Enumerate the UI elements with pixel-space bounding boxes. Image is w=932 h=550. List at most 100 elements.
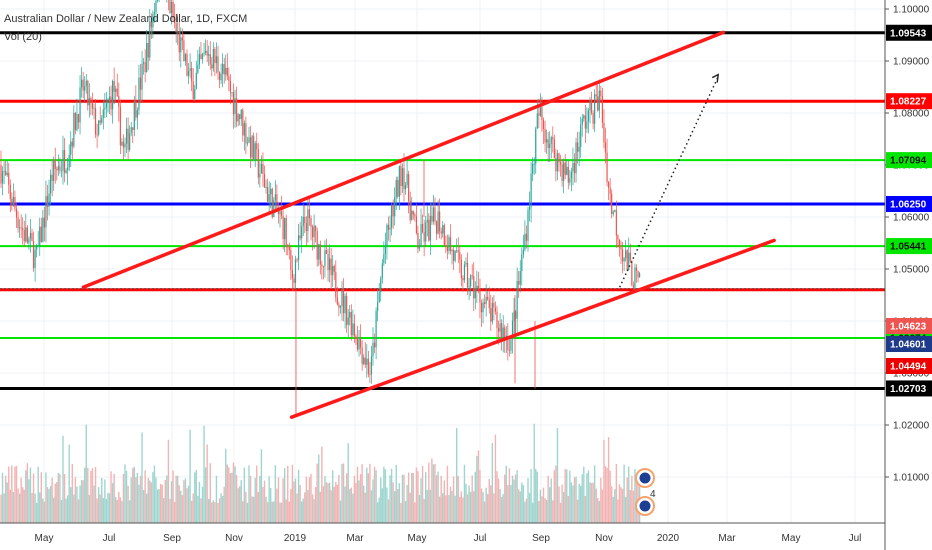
volume-bar [592, 482, 594, 523]
volume-bar [572, 485, 574, 523]
volume-bar [545, 499, 548, 523]
candle-body [248, 137, 250, 143]
candle-body [612, 211, 614, 214]
candle-body [515, 311, 517, 319]
candle-body [116, 88, 118, 97]
candle-body [186, 54, 188, 76]
volume-bar [1, 472, 4, 523]
y-tick-label: 1.01000 [893, 473, 930, 484]
candle-body [132, 127, 134, 130]
volume-bar [487, 493, 489, 523]
volume-bar [580, 485, 582, 523]
horizontal-levels[interactable] [0, 31, 885, 390]
volume-bar [23, 489, 25, 523]
volume-bar [369, 463, 371, 523]
event-icons[interactable]: 4 [635, 468, 656, 516]
candle-body [112, 81, 114, 110]
candle-body [623, 258, 625, 262]
candle-body [177, 31, 179, 33]
volume-bar [483, 501, 486, 523]
trend-channels[interactable] [81, 30, 776, 419]
candle-body [201, 54, 204, 60]
candle-body [352, 323, 354, 336]
candle-body [428, 219, 430, 241]
volume-bar [417, 471, 419, 523]
volume-bar [235, 475, 238, 523]
candle-body [621, 249, 624, 262]
candle-body [259, 173, 261, 178]
price-axis[interactable]: 1.010001.020001.030001.040001.050001.060… [884, 0, 930, 550]
candle-body [200, 54, 202, 60]
price-label-box [886, 93, 932, 110]
candle-body [532, 163, 534, 174]
candle-body [42, 217, 44, 242]
volume-bar [576, 499, 579, 523]
candle-body [558, 153, 560, 163]
candle-body [319, 244, 321, 265]
candle-body [566, 166, 568, 175]
volume-bar [167, 439, 170, 523]
candle-body [246, 142, 249, 144]
volume-bar [40, 472, 42, 523]
candle-body [383, 254, 385, 264]
candle-body [192, 81, 194, 99]
volume-bar [477, 450, 480, 523]
volume-indicator-label[interactable]: Vol (20) [4, 31, 42, 43]
volume-bar [133, 466, 135, 523]
volume-bar [632, 490, 635, 523]
candle-body [346, 295, 348, 325]
volume-bar [59, 474, 61, 523]
volume-bar [531, 502, 534, 523]
candle-body [418, 245, 421, 249]
volume-bar [367, 473, 370, 523]
volume-bar [159, 483, 162, 523]
volume-bar [214, 502, 216, 523]
volume-bar [359, 474, 362, 523]
candle-body [308, 209, 311, 218]
time-axis[interactable]: May Jul Sep Nov 2019 Mar May Jul Sep Nov 2020 Mar Ma… [0, 522, 885, 544]
candle-body [468, 286, 470, 288]
volume-bar [186, 488, 188, 523]
price-label-text: 1.09543 [890, 28, 927, 39]
volume-bar [220, 493, 222, 523]
volume-bar [550, 478, 552, 523]
volume-bar [240, 480, 242, 523]
volume-bar [508, 468, 511, 523]
candle-body [257, 149, 259, 178]
volume-bar [482, 492, 484, 523]
symbol-title[interactable]: Australian Dollar / New Zealand Dollar, … [4, 13, 248, 25]
volume-bar [335, 481, 337, 523]
volume-bar [26, 463, 29, 523]
volume-bar [158, 489, 160, 523]
candle-body [629, 252, 631, 261]
candle-body [628, 252, 630, 270]
candle-body [391, 205, 393, 228]
candle-body [17, 217, 19, 229]
candle-body [344, 295, 346, 314]
candle-body [262, 163, 264, 174]
volume-bar [144, 470, 146, 523]
candle-body [144, 62, 146, 73]
volume-bar [166, 475, 168, 523]
price-label-text: 1.07094 [890, 156, 927, 167]
candle-body [462, 278, 464, 281]
volume-bar [127, 485, 129, 523]
volume-bar [221, 495, 224, 523]
candle-body [11, 199, 13, 206]
candle-body [307, 209, 309, 231]
volume-bar [629, 490, 631, 523]
volume-bar [11, 465, 13, 523]
candle-body [536, 113, 538, 129]
candle-body [113, 81, 115, 92]
candle-body [98, 120, 100, 135]
candle-body [290, 250, 292, 271]
candle-body [550, 137, 552, 144]
candle-body [339, 305, 342, 308]
volume-bar [604, 466, 607, 523]
volume-bar [183, 480, 185, 523]
candle-body [420, 223, 422, 246]
volume-bar [28, 479, 30, 523]
candle-body [129, 133, 131, 150]
y-tick-label: 1.10000 [893, 5, 930, 16]
